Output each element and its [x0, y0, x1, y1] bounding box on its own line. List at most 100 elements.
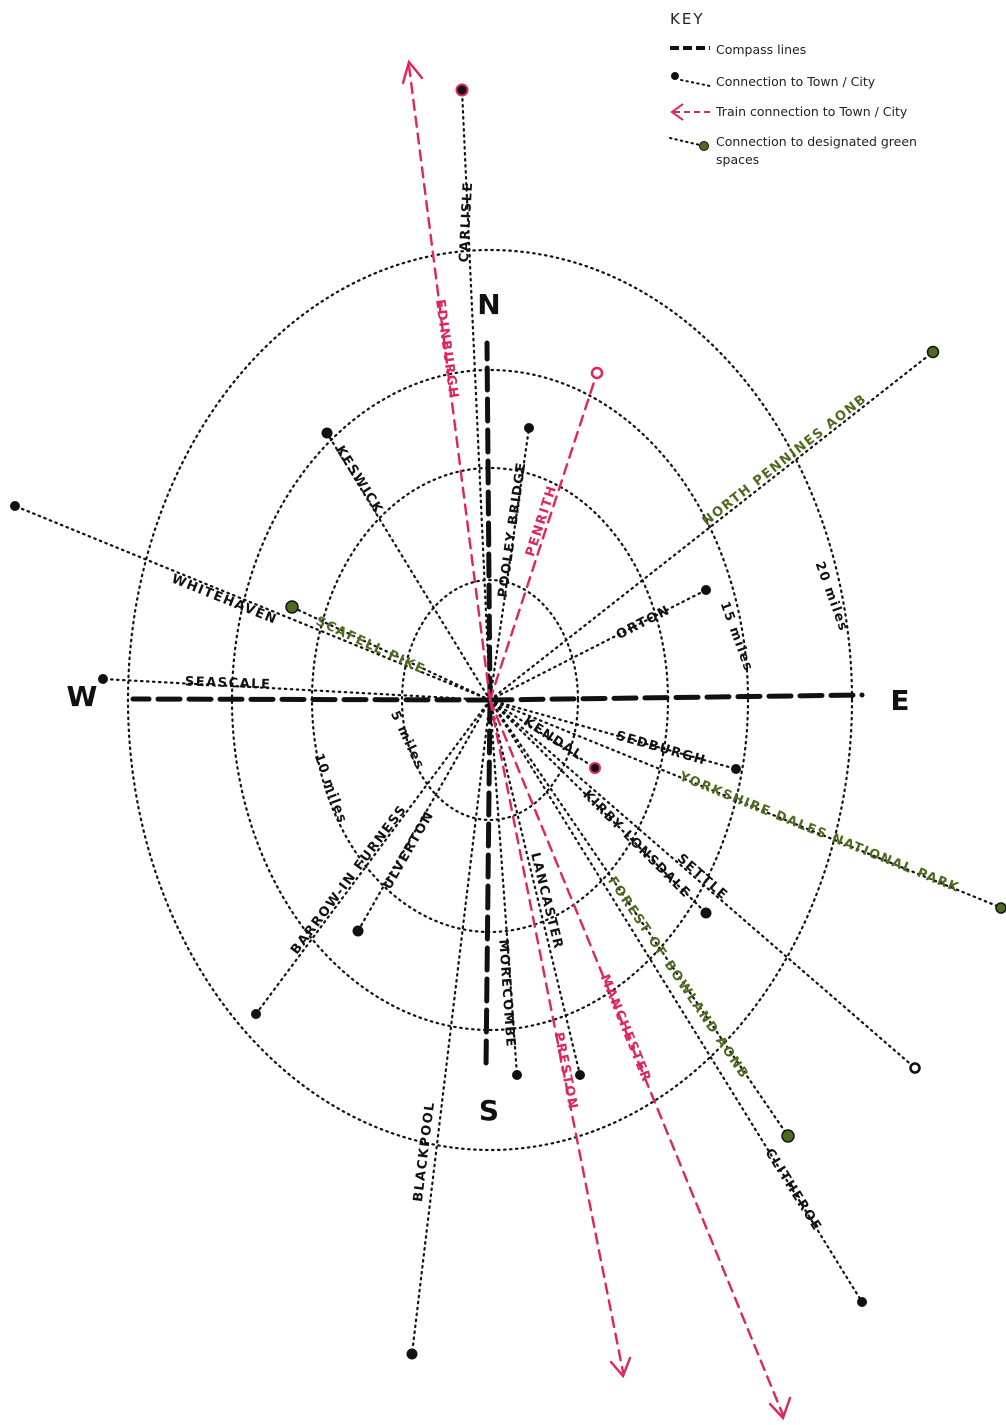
green-label-yorkshire-dales: YORKSHIRE DALES NATIONAL PARK: [676, 769, 962, 896]
line-sedburgh: [488, 698, 738, 771]
dot-forest-of-bowland: [781, 1129, 795, 1143]
ring-20-miles: [126, 248, 854, 1152]
green-space-lines: [290, 350, 1004, 1138]
line-lancaster: [488, 698, 582, 1077]
legend: KEY Compass lines Connection to Town / C…: [669, 10, 917, 167]
legend-swatch-train-arrow: [670, 103, 684, 121]
line-orton: [488, 588, 708, 702]
dot-whitehaven: [10, 501, 20, 511]
arrow-head-preston: [609, 1356, 632, 1379]
dot-sedburgh: [731, 764, 741, 774]
line-barrow: [254, 698, 492, 1016]
distance-rings: [126, 248, 854, 1152]
dot-yorkshire-dales: [995, 902, 1006, 914]
legend-swatch-green-line: [669, 137, 701, 146]
dot-lancaster: [575, 1070, 585, 1080]
legend-label-train: Train connection to Town / City: [715, 104, 908, 119]
compass-lines: [130, 340, 865, 1071]
ring-label-20-miles: 20 miles: [812, 560, 851, 634]
ring-10-miles: [310, 466, 670, 934]
dot-barrow: [251, 1009, 261, 1019]
ring-5-miles: [400, 578, 580, 822]
line-forest-of-bowland: [488, 698, 790, 1138]
ring-label-15-miles: 15 miles: [717, 600, 756, 674]
town-label-lancaster: LANCASTER: [527, 851, 566, 951]
line-pooley-bridge: [488, 426, 531, 702]
dot-pooley-bridge: [524, 423, 534, 433]
line-ulverton: [356, 698, 492, 933]
dot-seascale: [98, 674, 108, 684]
ring-label-5-miles: 5 miles: [387, 709, 427, 773]
line-seascale: [101, 677, 492, 702]
dot-morecombe: [512, 1070, 522, 1080]
train-label-penrith: PENRITH: [523, 483, 560, 558]
dot-clitheroe: [857, 1297, 867, 1307]
town-label-kirby-lonsdale: KIRBY LONSDALE: [579, 788, 693, 902]
line-whitehaven: [13, 504, 492, 702]
town-label-carlisle: CARLISLE: [457, 181, 476, 263]
town-label-orton: ORTON: [614, 603, 673, 643]
line-penrith: [488, 371, 599, 702]
arrow-head-north: [401, 59, 424, 85]
line-settle: [488, 698, 917, 1070]
town-label-keswick: KESWICK: [332, 443, 386, 517]
legend-label-green-line2: spaces: [716, 152, 759, 167]
dot-ulverton: [352, 925, 364, 937]
legend-label-town: Connection to Town / City: [716, 74, 876, 89]
train-connection-lines: [407, 64, 785, 1417]
line-preston: [488, 698, 625, 1374]
line-kirby-lonsdale: [488, 698, 708, 915]
compass-label-west: W: [67, 680, 98, 713]
legend-label-compass: Compass lines: [716, 42, 806, 57]
train-label-edinburgh: EDINBURGH: [432, 298, 461, 400]
town-label-blackpool: BLACKPOOL: [411, 1100, 438, 1202]
dot-penrith: [590, 366, 604, 380]
compass-letters: N S E W: [67, 288, 910, 1127]
town-label-clitheroe: CLITHEROE: [762, 1146, 825, 1234]
town-label-whitehaven: WHITEHAVEN: [169, 572, 279, 628]
compass-line-east: [487, 692, 865, 703]
dot-kendal: [589, 762, 601, 774]
town-label-morecombe: MORECOMBE: [495, 939, 518, 1048]
compass-label-south: S: [479, 1094, 499, 1127]
legend-label-green: Connection to designated green: [716, 134, 917, 149]
compass-label-north: N: [477, 288, 500, 321]
end-points: [10, 83, 1006, 1360]
town-connection-lines: [13, 88, 917, 1356]
line-keswick: [325, 431, 492, 702]
legend-swatch-town-line: [680, 79, 711, 87]
town-labels: CARLISLE KESWICK POOLEY BRIDGE WHITEHAVE…: [169, 181, 824, 1234]
line-yorkshire-dales: [488, 698, 1004, 910]
line-carlisle: [460, 88, 492, 702]
dot-blackpool: [406, 1348, 418, 1360]
town-label-pooley-bridge: POOLEY BRIDGE: [496, 460, 530, 598]
legend-swatch-green-dot: [699, 141, 709, 151]
train-labels: EDINBURGH PENRITH PRESTON MANCHESTER: [432, 298, 654, 1111]
compass-line-south: [483, 697, 493, 1071]
dot-carlisle: [455, 83, 469, 97]
line-manchester: [488, 698, 785, 1417]
line-scafell-pike: [290, 605, 492, 702]
dot-north-pennines: [926, 345, 940, 359]
line-clitheroe: [488, 698, 864, 1304]
town-label-sedburgh: SEDBURGH: [614, 729, 708, 769]
dot-orton: [701, 585, 711, 595]
line-north-pennines: [488, 350, 935, 702]
train-label-manchester: MANCHESTER: [597, 972, 654, 1085]
dot-keswick: [321, 427, 333, 439]
dot-scafell-pike: [285, 600, 299, 614]
legend-swatch-town-dot: [671, 72, 679, 80]
compass-label-east: E: [890, 684, 909, 717]
green-label-north-pennines: NORTH PENNINES AONB: [700, 391, 871, 529]
line-kendal: [488, 698, 597, 770]
ring-15-miles: [230, 368, 750, 1032]
train-label-preston: PRESTON: [551, 1031, 581, 1112]
line-morecombe: [488, 698, 519, 1077]
dot-settle: [909, 1062, 921, 1074]
line-edinburgh: [407, 64, 492, 702]
compass-line-north: [484, 340, 493, 703]
train-arrows: [401, 59, 792, 1421]
dot-kirby-lonsdale: [700, 907, 712, 919]
green-label-scafell-pike: SCAFELL PIKE: [313, 614, 427, 678]
